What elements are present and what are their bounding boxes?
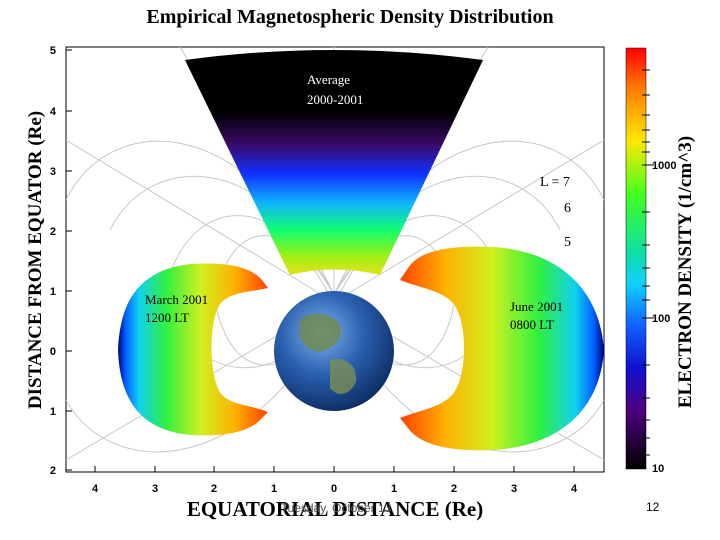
y-tick-label: 1 bbox=[50, 406, 56, 418]
slide-number: 12 bbox=[646, 500, 660, 514]
x-axis-label: EQUATORIAL DISTANCE (Re) bbox=[186, 497, 484, 521]
colorbar-tick-label: 1000 bbox=[652, 160, 676, 172]
chart-title: Empirical Magnetospheric Density Distrib… bbox=[146, 6, 554, 28]
x-tick-label: 2 bbox=[451, 483, 457, 495]
y-tick-label: 1 bbox=[50, 286, 56, 298]
colorbar-tick-label: 10 bbox=[652, 463, 664, 475]
date-watermark: Tuesday, October 13 bbox=[280, 501, 392, 515]
average-label-line1: Average bbox=[307, 72, 350, 87]
june-label-line1: June 2001 bbox=[510, 299, 563, 314]
x-axis-ticks bbox=[94, 466, 575, 472]
y-tick-label: 3 bbox=[50, 166, 56, 178]
june-label-line2: 0800 LT bbox=[510, 317, 554, 332]
x-tick-label: 4 bbox=[92, 483, 99, 495]
l-shell-label-7: L = 7 bbox=[540, 175, 570, 190]
y-tick-label: 0 bbox=[50, 346, 56, 358]
march-2001-density-region bbox=[118, 263, 268, 436]
colorbar-ticks bbox=[642, 69, 654, 456]
march-label-line1: March 2001 bbox=[145, 292, 208, 307]
x-tick-label: 1 bbox=[391, 483, 397, 495]
y-tick-label: 4 bbox=[50, 106, 57, 118]
x-tick-label: 3 bbox=[152, 483, 158, 495]
earth-continent bbox=[330, 359, 357, 394]
march-label-line2: 1200 LT bbox=[145, 310, 189, 325]
average-label-line2: 2000-2001 bbox=[307, 92, 363, 107]
average-density-wedge bbox=[185, 50, 483, 275]
x-tick-label: 3 bbox=[511, 483, 517, 495]
x-tick-label: 0 bbox=[331, 483, 337, 495]
colorbar bbox=[625, 47, 647, 470]
l-shell-label-5: 5 bbox=[564, 235, 571, 250]
earth-image bbox=[274, 291, 394, 411]
june-2001-density-region bbox=[400, 246, 604, 451]
y-axis-ticks bbox=[66, 49, 72, 471]
x-tick-label: 4 bbox=[571, 483, 578, 495]
l-shell-label-6: 6 bbox=[564, 201, 571, 216]
earth-continent bbox=[299, 313, 341, 352]
y-tick-label: 2 bbox=[50, 226, 56, 238]
y-tick-label: 2 bbox=[50, 465, 56, 477]
x-tick-label: 1 bbox=[271, 483, 277, 495]
colorbar-tick-label: 100 bbox=[652, 313, 670, 325]
x-tick-label: 2 bbox=[211, 483, 217, 495]
y-tick-label: 5 bbox=[50, 45, 56, 57]
